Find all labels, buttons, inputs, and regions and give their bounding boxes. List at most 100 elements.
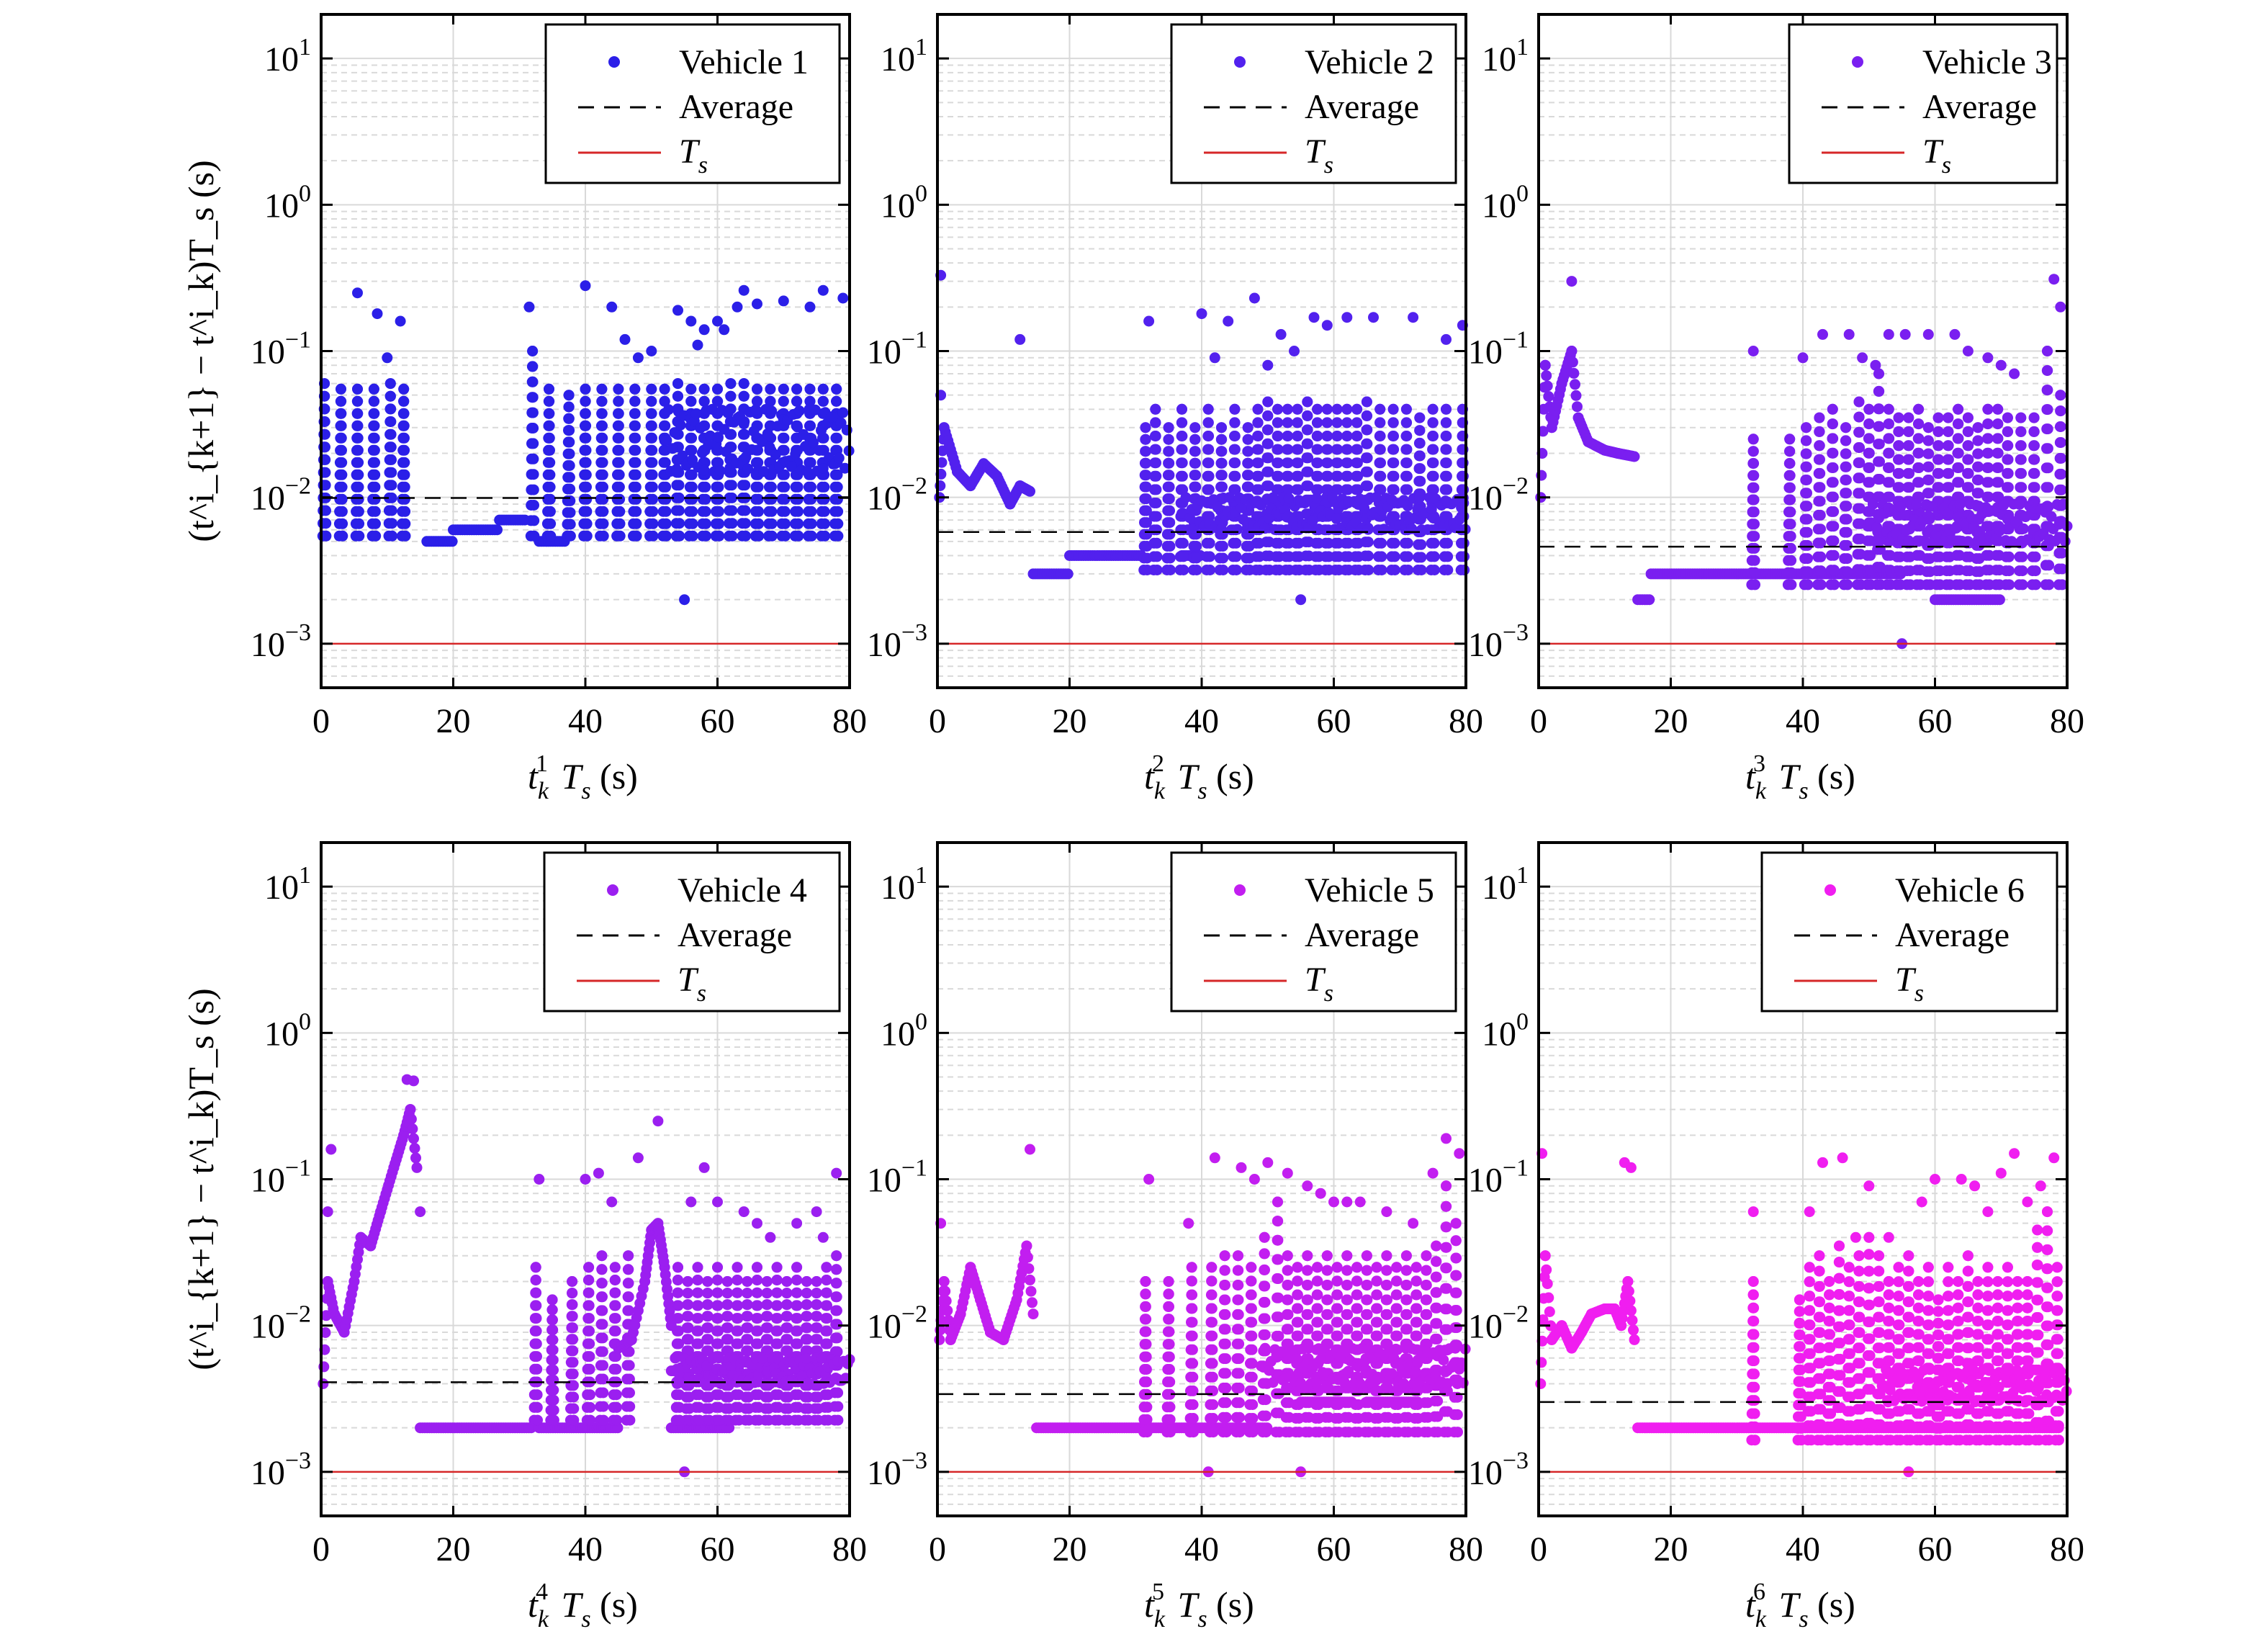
data-point bbox=[672, 1313, 684, 1324]
data-point bbox=[817, 383, 829, 395]
data-point bbox=[752, 1325, 763, 1337]
data-point bbox=[1400, 403, 1412, 415]
data-point bbox=[1264, 513, 1275, 524]
data-point bbox=[1342, 484, 1354, 495]
data-point bbox=[1262, 424, 1274, 436]
data-point bbox=[580, 1174, 591, 1185]
data-point bbox=[725, 378, 737, 390]
data-point bbox=[1570, 390, 1582, 401]
data-point bbox=[630, 469, 642, 480]
data-point bbox=[726, 480, 737, 491]
data-point bbox=[1233, 1324, 1244, 1335]
data-point bbox=[762, 1299, 773, 1311]
data-point bbox=[821, 1275, 832, 1285]
data-point bbox=[408, 1075, 419, 1087]
data-point bbox=[369, 395, 380, 407]
data-point bbox=[1982, 352, 1994, 364]
data-point bbox=[805, 420, 816, 431]
data-point bbox=[672, 1287, 684, 1298]
data-point bbox=[336, 395, 347, 407]
data-point bbox=[1322, 470, 1333, 482]
data-point bbox=[1785, 542, 1796, 554]
data-point bbox=[610, 1300, 621, 1311]
data-point bbox=[700, 481, 711, 493]
data-point bbox=[1242, 434, 1254, 445]
data-point bbox=[819, 506, 830, 517]
data-point bbox=[369, 408, 380, 419]
data-point bbox=[1427, 403, 1439, 415]
data-point bbox=[752, 1338, 764, 1350]
data-point bbox=[831, 1278, 842, 1289]
legend-box bbox=[544, 23, 841, 184]
data-point bbox=[567, 1334, 579, 1345]
data-point bbox=[2002, 440, 2014, 452]
data-point bbox=[766, 493, 778, 505]
data-point bbox=[1150, 403, 1161, 415]
data-point bbox=[1186, 1275, 1197, 1287]
data-point bbox=[583, 1287, 595, 1298]
data-point bbox=[1216, 524, 1227, 535]
data-point bbox=[713, 493, 724, 505]
data-point bbox=[832, 1346, 843, 1357]
data-point bbox=[660, 481, 672, 493]
data-point bbox=[757, 1352, 768, 1364]
data-point bbox=[1273, 1330, 1284, 1342]
data-point bbox=[2056, 484, 2067, 495]
data-point bbox=[698, 383, 710, 395]
data-point bbox=[740, 530, 751, 542]
data-point bbox=[337, 518, 348, 529]
data-point bbox=[1331, 417, 1343, 428]
data-point bbox=[793, 518, 804, 529]
data-point bbox=[660, 457, 671, 468]
data-point bbox=[580, 469, 592, 480]
data-point bbox=[1786, 555, 1797, 566]
data-point bbox=[1983, 521, 1994, 532]
data-point bbox=[752, 1262, 762, 1273]
data-point bbox=[1362, 537, 1374, 548]
data-point bbox=[1151, 551, 1163, 562]
data-point bbox=[385, 390, 396, 402]
data-point bbox=[772, 1325, 783, 1337]
data-point bbox=[1302, 1265, 1313, 1276]
data-point bbox=[352, 395, 364, 407]
data-point bbox=[1140, 457, 1152, 469]
data-point bbox=[1747, 446, 1759, 457]
data-point bbox=[1187, 1357, 1199, 1369]
data-point bbox=[1312, 1316, 1323, 1328]
data-point bbox=[792, 481, 804, 493]
data-point bbox=[1963, 454, 1974, 465]
data-point bbox=[765, 383, 776, 395]
y-tick-label: 10−2 bbox=[251, 473, 311, 518]
data-point bbox=[766, 518, 778, 529]
data-point bbox=[528, 423, 539, 434]
data-point bbox=[1243, 446, 1254, 457]
data-point bbox=[1282, 1265, 1293, 1276]
data-point bbox=[832, 1401, 844, 1412]
data-point bbox=[1403, 551, 1413, 562]
data-point bbox=[1332, 1316, 1344, 1328]
data-point bbox=[1893, 440, 1904, 452]
data-point bbox=[353, 506, 364, 517]
data-point bbox=[1253, 444, 1264, 455]
data-point bbox=[1388, 431, 1399, 441]
data-point bbox=[531, 1287, 542, 1298]
data-point bbox=[1282, 1308, 1294, 1320]
y-tick-label: 100 bbox=[1482, 180, 1529, 225]
data-point bbox=[791, 1262, 803, 1273]
data-point bbox=[831, 383, 842, 395]
x-tick-label: 40 bbox=[568, 702, 603, 740]
data-point bbox=[1164, 1339, 1175, 1350]
data-point bbox=[766, 530, 778, 542]
data-point bbox=[1233, 1353, 1245, 1365]
data-point bbox=[703, 439, 714, 451]
data-point bbox=[613, 469, 625, 480]
data-point bbox=[1748, 506, 1760, 518]
data-point bbox=[1572, 401, 1583, 413]
data-point bbox=[614, 518, 626, 529]
data-point bbox=[584, 1363, 595, 1375]
data-point bbox=[1943, 426, 1954, 437]
data-point bbox=[1331, 513, 1342, 524]
data-point bbox=[1292, 484, 1304, 495]
